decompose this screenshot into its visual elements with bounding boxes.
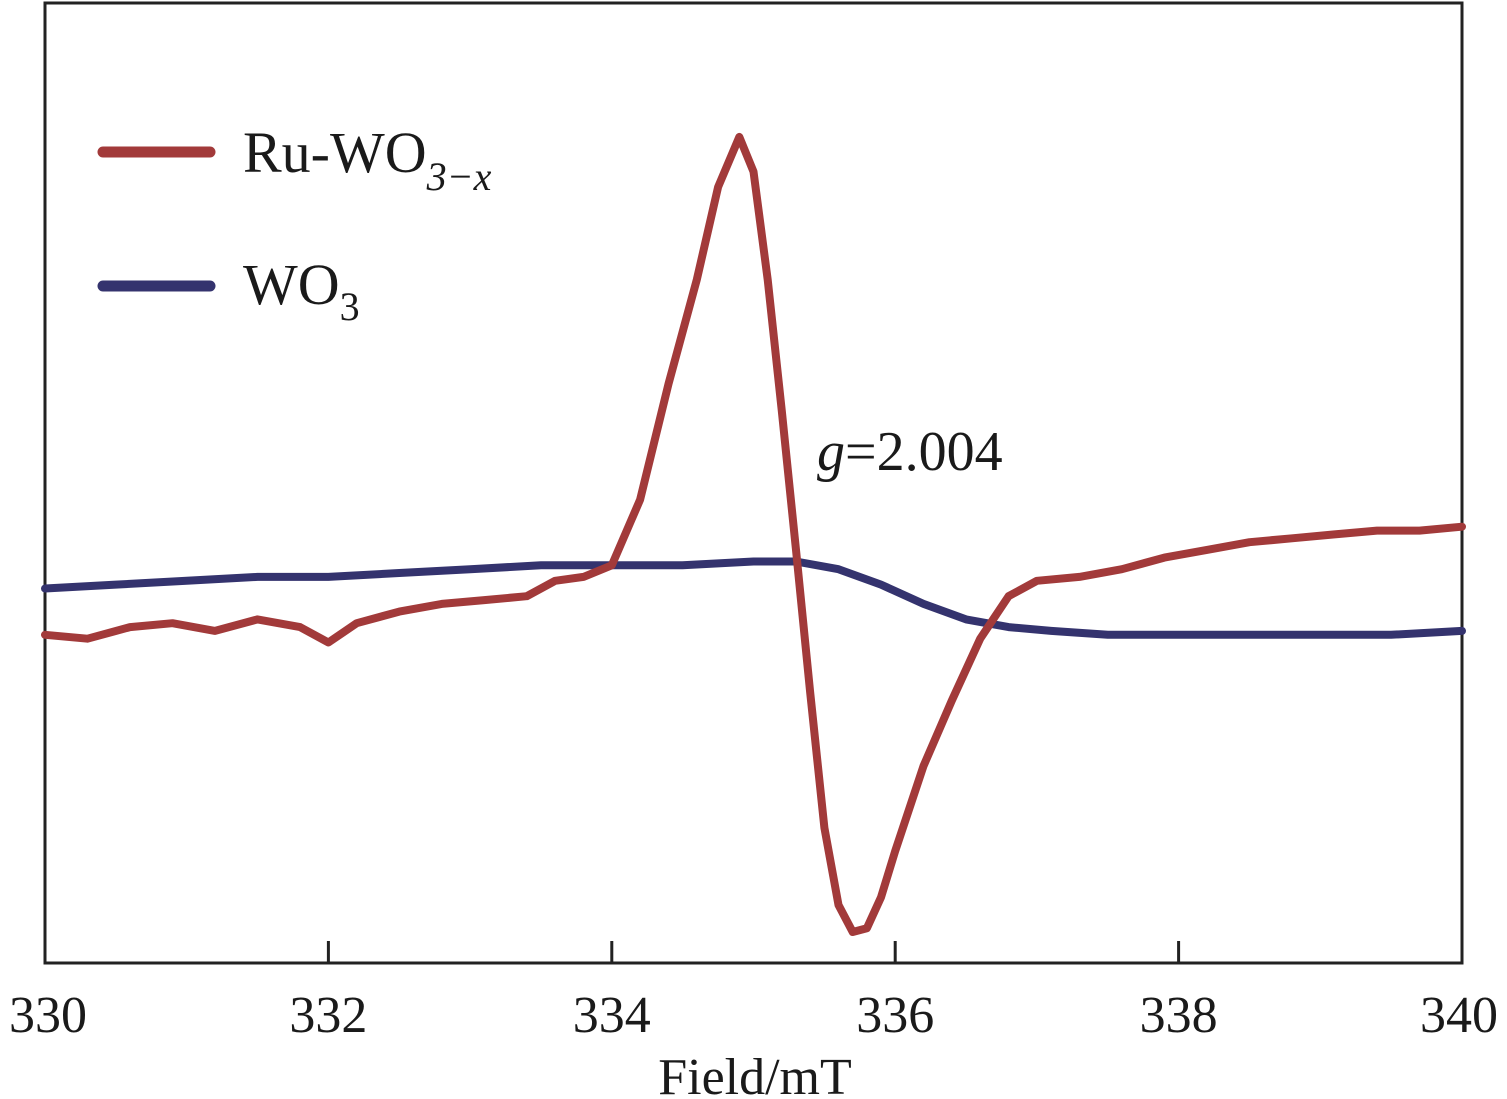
x-axis-title: Field/mT [658,1049,852,1099]
x-tick-label-340: 340 [1420,987,1498,1044]
series-line-ru-wo3-x [41,132,1466,936]
legend-label-ru-wo3-x-main: Ru-WO [243,120,427,185]
x-tick-labels: 330 332 334 336 338 340 [9,987,1498,1044]
series-line-wo3 [41,557,1466,639]
legend-label-ru-wo3-x-sub: 3−x [426,154,492,199]
x-tick-label-330: 330 [9,987,87,1044]
legend-label-wo3-sub: 3 [340,284,360,329]
legend: Ru-WO3−x WO3 [97,120,492,329]
x-tick-label-334: 334 [573,987,651,1044]
legend-label-ru-wo3-x: Ru-WO3−x [243,120,492,199]
x-tick-label-336: 336 [856,987,934,1044]
x-tick-label-338: 338 [1140,987,1218,1044]
plot-frame [43,1,1464,965]
g-symbol: g [817,421,845,483]
g-value-annotation: g=2.004 [817,421,1003,483]
legend-label-wo3: WO3 [243,252,360,329]
legend-label-wo3-main: WO [243,252,340,317]
series-layer [41,132,1466,936]
x-tick-label-332: 332 [289,987,367,1044]
g-value: =2.004 [845,421,1003,483]
x-ticks [43,941,1464,963]
